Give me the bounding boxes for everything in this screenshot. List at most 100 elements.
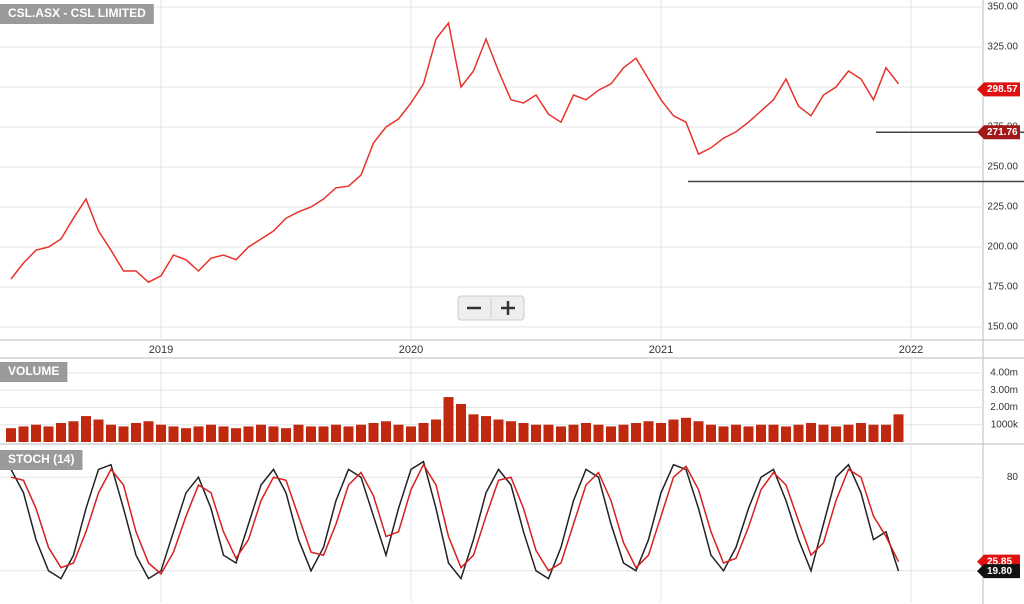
price-tag-label: 271.76 [987, 127, 1018, 138]
volume-bar [756, 424, 766, 442]
grid-layer: 2080 [0, 446, 1018, 602]
volume-bar [156, 424, 166, 442]
price-tag-label: 19.80 [987, 566, 1012, 577]
series-line [10, 21, 900, 284]
x-tick-label: 2021 [649, 344, 673, 356]
volume-bar [618, 424, 629, 442]
y-tick-label: 250.00 [987, 162, 1018, 173]
volume-bar [381, 421, 391, 442]
volume-bar [18, 426, 29, 442]
volume-bar [643, 421, 654, 442]
volume-bar [843, 424, 854, 442]
zoom-controls[interactable] [457, 295, 525, 321]
volume-bar [131, 422, 141, 442]
volume-bar [868, 424, 879, 442]
series-line [10, 463, 900, 576]
volume-bar [356, 424, 366, 442]
volume-bar [31, 424, 41, 442]
volume-bar [118, 426, 129, 442]
volume-bar [818, 424, 829, 442]
volume-bar [343, 426, 354, 442]
y-tick-label: 80 [1007, 472, 1019, 483]
overlay-layer: 2019 2020 2021 2022 298.57 271.76 CSL.ASX - CS… [0, 4, 1024, 356]
volume-bar [631, 422, 641, 442]
volume-bar [543, 424, 554, 442]
volume-bar [393, 424, 404, 442]
mark-layer [6, 397, 904, 442]
volume-bar [731, 424, 741, 442]
volume-bar [506, 421, 516, 442]
volume-bar [43, 426, 54, 442]
volume-bar [568, 424, 579, 442]
volume-bar [368, 422, 379, 442]
volume-bar [256, 424, 266, 442]
volume-bar [681, 417, 691, 442]
volume-bar [606, 426, 616, 442]
volume-bar [431, 419, 441, 442]
volume-bar [106, 424, 116, 442]
volume-bar [243, 426, 254, 442]
volume-bar [56, 422, 66, 442]
y-tick-label: 200.00 [987, 242, 1018, 253]
volume-bar [6, 428, 16, 442]
volume-bar [331, 424, 341, 442]
volume-bar [306, 426, 316, 442]
volume-bar [143, 421, 154, 442]
volume-bar [768, 424, 779, 442]
x-tick-label: 2022 [899, 344, 923, 356]
volume-bar [443, 397, 454, 442]
y-tick-label: 175.00 [987, 282, 1018, 293]
volume-bar [493, 419, 504, 442]
volume-bar [168, 426, 179, 442]
volume-bar [406, 426, 416, 442]
volume-bar [456, 403, 466, 442]
volume-bar [781, 426, 791, 442]
y-tick-label: 225.00 [987, 202, 1018, 213]
volume-bar [718, 426, 729, 442]
volume-bar [193, 426, 204, 442]
price-tag [977, 82, 1020, 97]
volume-bar [856, 422, 866, 442]
panel-title-box [0, 362, 68, 382]
price-tag [977, 564, 1020, 579]
volume-bar [268, 426, 279, 442]
volume-bar [556, 426, 566, 442]
y-tick-label: 1000k [991, 419, 1019, 430]
volume-bar [531, 424, 541, 442]
volume-bar [893, 414, 904, 442]
volume-bar [181, 428, 191, 442]
volume-bar [281, 428, 291, 442]
price-tag [977, 125, 1020, 140]
y-tick-label: 350.00 [987, 2, 1018, 13]
mark-layer [10, 460, 900, 581]
volume-bar [831, 426, 841, 442]
volume-bar [668, 419, 679, 442]
volume-bar [93, 419, 104, 442]
volume-bar [881, 424, 891, 442]
volume-bar [468, 414, 479, 442]
y-tick-label: 325.00 [987, 42, 1018, 53]
volume-bar [318, 426, 329, 442]
volume-bar [206, 424, 216, 442]
price-tag-label: 25.85 [987, 556, 1012, 567]
volume-bar [68, 421, 79, 442]
x-tick-label: 2019 [149, 344, 173, 356]
volume-bar [218, 426, 229, 442]
volume-bar [693, 421, 704, 442]
volume-bar [81, 416, 91, 442]
y-tick-label: 3.00m [990, 385, 1018, 396]
mark-layer [10, 21, 900, 284]
grid-layer: 150.00175.00200.00225.00250.00275.00300.… [0, 0, 1018, 340]
overlay-layer: VOLUME [0, 362, 68, 382]
y-tick-label: 150.00 [987, 322, 1018, 333]
volume-bar [293, 424, 304, 442]
volume-bar [581, 422, 591, 442]
volume-bar [806, 422, 816, 442]
volume-bar [743, 426, 754, 442]
volume-bar [518, 422, 529, 442]
volume-bar [481, 416, 491, 442]
volume-bar [793, 424, 804, 442]
x-tick-label: 2020 [399, 344, 423, 356]
